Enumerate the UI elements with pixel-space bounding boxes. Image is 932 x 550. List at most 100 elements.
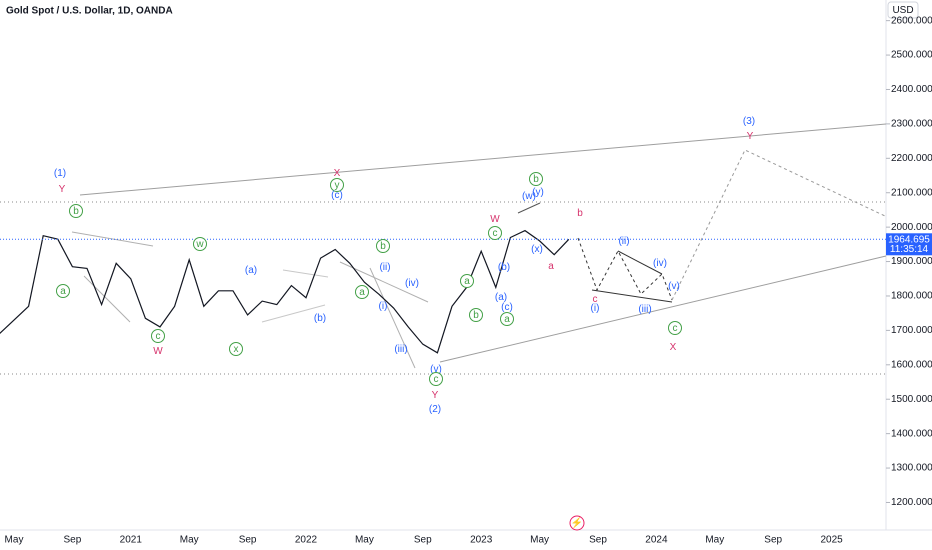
projection [671,149,886,301]
wave-label: b [380,241,386,252]
wave-label: X [670,342,677,353]
y-tick-label: 1900.000 [891,256,932,267]
x-tick-label: 2022 [295,535,318,546]
y-tick-label: 1200.000 [891,497,932,508]
wave-label: (iv) [405,278,419,289]
x-tick-label: Sep [64,535,82,546]
y-tick-label: 2200.000 [891,153,932,164]
last-price-box [886,233,932,256]
wave-label: Y [747,131,754,142]
wave-label: W [153,346,163,357]
wave-label: a [359,287,365,298]
wave-circle [460,274,474,288]
x-tick-label: Sep [414,535,432,546]
currency[interactable]: USD [892,5,913,16]
trend-line [517,202,541,214]
wave-label: (x) [531,244,543,255]
wave-label: c [593,294,598,305]
wave-label: a [464,276,470,287]
y-tick-label: 2600.000 [891,15,932,26]
drawings [0,123,887,375]
wave-label: b [473,310,479,321]
x-tick-label: May [5,535,24,546]
y-tick-label: 2100.000 [891,187,932,198]
wave-label: (b) [314,313,326,324]
x-tick-label: Sep [239,535,257,546]
x-tick-label: 2025 [820,535,843,546]
wave-label: c [673,323,678,334]
trend-line [261,304,326,323]
wave-label: Y [432,390,439,401]
x-tick-label: Sep [764,535,782,546]
projection-line [617,250,663,275]
x-tick-label: May [705,535,724,546]
wave-label: (1) [54,168,66,179]
x-tick-label: 2024 [645,535,668,546]
x-tick-label: May [530,535,549,546]
trend-line [83,275,131,323]
wave-label: (3) [743,116,755,127]
y-tick-label: 1700.000 [891,325,932,336]
wave-label: (a) [245,265,257,276]
wave-label: (iii) [638,304,651,315]
wave-label: (iv) [653,258,667,269]
x-tick-label: May [180,535,199,546]
trend-line [282,269,329,278]
wave-circle [668,321,682,335]
y-tick-label: 2300.000 [891,119,932,130]
wave-label: (c) [331,190,343,201]
wave-label: (a) [495,292,507,303]
trend-line [369,267,416,369]
y-tick-label: 2500.000 [891,50,932,61]
wave-label: c [156,331,161,342]
x-tick-label: May [355,535,374,546]
wave-circle [355,285,369,299]
wave-circle [529,172,543,186]
y-tick-label: 1300.000 [891,463,932,474]
logo-icon[interactable] [569,515,585,531]
wave-label: (v) [430,364,442,375]
y-tick-label: 1600.000 [891,359,932,370]
wave-label: a [504,314,510,325]
wave-label: (v) [668,281,680,292]
wave-label: (w) [522,191,536,202]
projection [577,237,673,301]
y-tick-label: 1500.000 [891,394,932,405]
wave-label: c [434,374,439,385]
price-line [0,229,570,354]
wave-label: a [548,261,554,272]
trend-line [439,255,887,363]
trend-line [71,231,154,247]
wave-label: x [234,344,239,355]
currency-button[interactable] [887,1,919,19]
chart-title: Gold Spot / U.S. Dollar, 1D, OANDA [6,6,173,17]
wave-label: (b) [498,262,510,273]
wave-label: (2) [429,404,441,415]
wave-label: a [60,286,66,297]
wave-circle [69,204,83,218]
wave-label: b [533,174,539,185]
x-tick-label: Sep [589,535,607,546]
logo-glyph: ⚡ [571,516,583,529]
wave-label: (c) [501,302,513,313]
wave-label: (y) [532,187,544,198]
wave-circle [376,239,390,253]
wave-label: c [493,228,498,239]
wave-circle [229,342,243,356]
wave-label: (ii) [379,262,390,273]
x-tick-label: 2021 [120,535,143,546]
trend-line [79,123,887,196]
wave-circle [151,329,165,343]
wave-label: (i) [379,301,388,312]
wave-label: X [334,168,341,179]
wave-label: (ii) [618,236,629,247]
y-tick-label: 1400.000 [891,428,932,439]
y-tick-label: 2400.000 [891,84,932,95]
wave-label: b [577,208,583,219]
wave-label: b [73,206,79,217]
wave-circle [500,312,514,326]
wave-label: W [490,214,500,225]
x-tick-label: 2023 [470,535,493,546]
wave-circle [193,237,207,251]
wave-circle [429,372,443,386]
